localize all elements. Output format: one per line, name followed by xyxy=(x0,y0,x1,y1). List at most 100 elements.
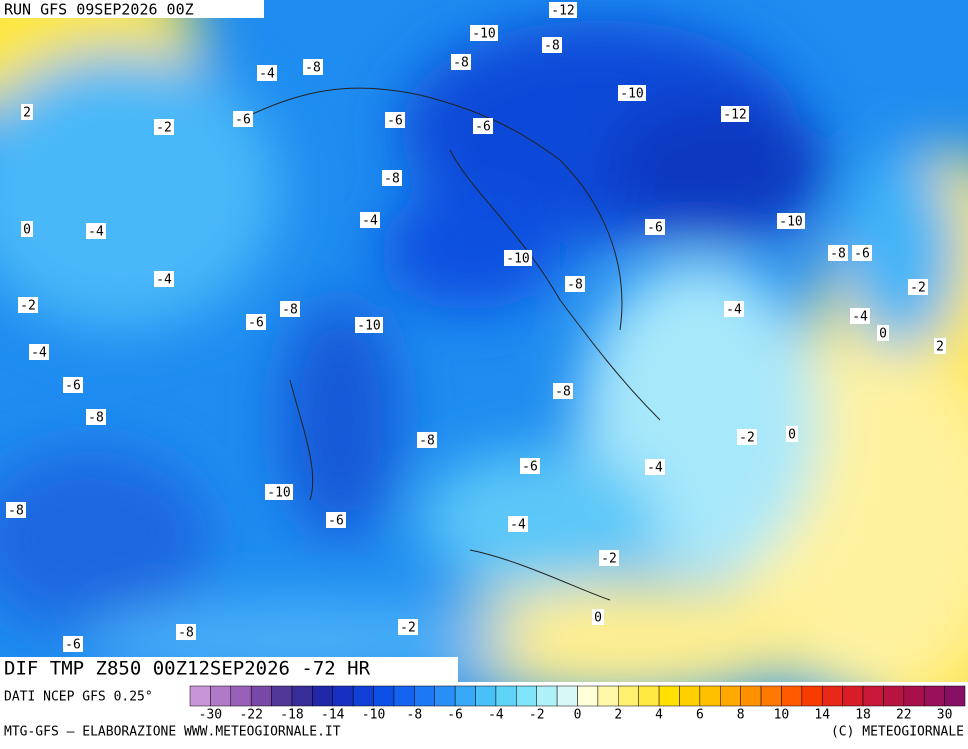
contour-label-box xyxy=(360,212,380,228)
colorbar-swatch xyxy=(210,685,232,707)
colorbar-swatch xyxy=(903,685,925,707)
contour-label-box xyxy=(398,619,418,635)
colorbar-swatch xyxy=(230,685,252,707)
contour-label-box xyxy=(724,301,744,317)
contour-label: -8 xyxy=(555,385,571,400)
contour-label-box xyxy=(280,301,300,317)
colorbar-swatch xyxy=(352,685,374,707)
contour-label: -8 xyxy=(178,626,194,641)
contour-label: -10 xyxy=(267,486,290,501)
contour-label-box xyxy=(21,104,33,120)
credit-left: MTG-GFS — ELABORAZIONE WWW.METEOGIORNALE… xyxy=(4,725,341,740)
contour-label-box xyxy=(355,317,383,333)
colorbar-tick-label: 6 xyxy=(696,708,704,723)
contour-label: -4 xyxy=(31,346,47,361)
contour-label-box xyxy=(549,2,577,18)
colorbar-swatch xyxy=(495,685,517,707)
contour-label-box xyxy=(417,432,437,448)
colorbar-swatch xyxy=(475,685,497,707)
contour-label-box xyxy=(233,111,253,127)
contour-label-box xyxy=(877,325,889,341)
contour-label-box xyxy=(18,297,38,313)
colorbar-tick-label: 0 xyxy=(574,708,582,723)
contour-label: -10 xyxy=(506,252,529,267)
contour-label: -6 xyxy=(854,247,870,262)
colorbar-swatch xyxy=(556,685,578,707)
contour-label: -6 xyxy=(235,113,251,128)
contour-label-box xyxy=(154,271,174,287)
contour-label: -8 xyxy=(384,172,400,187)
colorbar-tick-label: 18 xyxy=(855,708,871,723)
contour-label-box xyxy=(6,502,26,518)
colorbar-tick-label: 14 xyxy=(814,708,830,723)
contour-label-box xyxy=(382,170,402,186)
contour-label: 0 xyxy=(788,428,796,443)
contour-label: 0 xyxy=(23,223,31,238)
contour-label-box xyxy=(265,484,293,500)
contour-label-box xyxy=(63,636,83,652)
contour-labels: -12-10-8-4 -8 -82-10-12-2-6 -6 -6-80 -4-4 -6 -1… xyxy=(6,2,946,653)
contour-label: -8 xyxy=(544,39,560,54)
run-label: RUN GFS 09SEP2026 00Z xyxy=(4,1,194,19)
contour-label-box xyxy=(63,377,83,393)
colorbar-tick-label: -6 xyxy=(447,708,463,723)
contour-label: -6 xyxy=(522,460,538,475)
colorbar-swatch xyxy=(801,685,823,707)
colorbar-swatch xyxy=(373,685,395,707)
colorbar-swatch xyxy=(781,685,803,707)
contour-label-box xyxy=(21,221,33,237)
product-box xyxy=(0,657,458,682)
contour-label-box xyxy=(786,426,798,442)
contour-label: -8 xyxy=(8,504,24,519)
contour-label-box xyxy=(592,609,604,625)
colorbar-tick-label: -22 xyxy=(239,708,262,723)
contour-label-box xyxy=(473,118,493,134)
contour-label-box xyxy=(154,119,174,135)
colorbar-swatch xyxy=(923,685,945,707)
contour-label-box xyxy=(850,308,870,324)
colorbar-swatch xyxy=(577,685,599,707)
credit-right: (C) METEOGIORNALE xyxy=(831,725,964,740)
colorbar-tick-label: -18 xyxy=(280,708,303,723)
contour-label: -4 xyxy=(259,67,275,82)
colorbar-tick-label: -4 xyxy=(488,708,504,723)
contour-label: -4 xyxy=(510,518,526,533)
contour-label-box xyxy=(645,459,665,475)
colorbar-swatch xyxy=(842,685,864,707)
contour-label: -6 xyxy=(647,221,663,236)
colorbar-swatch xyxy=(638,685,660,707)
contour-label: -8 xyxy=(88,411,104,426)
contour-label: 0 xyxy=(879,327,887,342)
contour-label: -4 xyxy=(852,310,868,325)
colorbar-swatch xyxy=(189,685,211,707)
contour-label-box xyxy=(86,223,106,239)
contour-label: -12 xyxy=(551,4,574,19)
contour-label: -2 xyxy=(739,431,755,446)
colorbar-swatch xyxy=(434,685,456,707)
contour-label: 0 xyxy=(594,611,602,626)
contour-label: -12 xyxy=(723,108,746,123)
colorbar-tick-label: 4 xyxy=(655,708,663,723)
contour-label-box xyxy=(934,338,946,354)
colorbar-tick-label: 22 xyxy=(896,708,912,723)
contour-label-box xyxy=(86,409,106,425)
colorbar-swatch xyxy=(271,685,293,707)
colorbar-swatch xyxy=(250,685,272,707)
contour-label: -8 xyxy=(567,278,583,293)
colorbar-swatch xyxy=(454,685,476,707)
contour-label: -2 xyxy=(910,281,926,296)
contour-label: -8 xyxy=(305,61,321,76)
contour-label-box xyxy=(257,65,277,81)
colorbar-swatch xyxy=(312,685,334,707)
contour-label: -2 xyxy=(156,121,172,136)
contour-label-box xyxy=(565,276,585,292)
contour-label: -6 xyxy=(387,114,403,129)
contour-label: -10 xyxy=(620,87,643,102)
contour-label: -6 xyxy=(65,638,81,653)
contour-label: -8 xyxy=(830,247,846,262)
contour-label-box xyxy=(508,516,528,532)
contour-label: -10 xyxy=(472,27,495,42)
colorbar-tick-label: -2 xyxy=(529,708,545,723)
colorbar-swatch xyxy=(291,685,313,707)
contour-label-box xyxy=(385,112,405,128)
